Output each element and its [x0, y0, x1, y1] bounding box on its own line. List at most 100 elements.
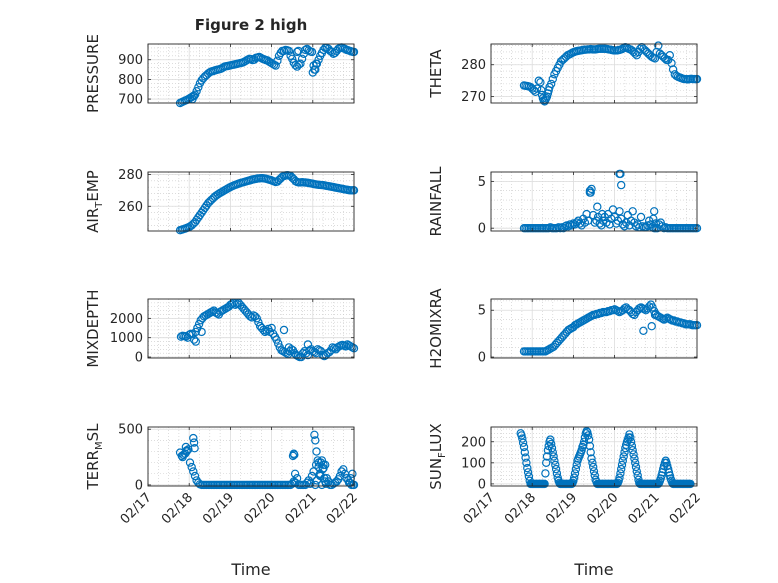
data-point [632, 467, 642, 476]
data-point [585, 441, 595, 451]
axes-box [147, 426, 355, 487]
y-tick-label: 0 [478, 351, 486, 366]
data-point [628, 446, 637, 455]
data-point [620, 222, 629, 231]
data-point [654, 41, 663, 50]
data-point [628, 207, 637, 216]
data-point [310, 430, 319, 439]
axes-box [147, 298, 355, 359]
axes-box [490, 298, 698, 359]
data-point [636, 212, 646, 222]
y-tick-label: 280 [118, 168, 143, 183]
y-tick-label: 500 [118, 423, 143, 438]
data-point [615, 207, 624, 216]
x-tick-label: 02/20 [241, 490, 278, 527]
y-axis-label: MIXDEPTH [84, 289, 102, 367]
data-point [540, 479, 549, 489]
data-point [536, 78, 545, 87]
axes-box [147, 171, 355, 232]
data-point [291, 60, 300, 70]
data-point [647, 322, 656, 331]
y-axis-label: H2OMIXRA [427, 288, 445, 369]
data-point [185, 458, 195, 467]
y-tick-label: 2000 [110, 312, 143, 327]
data-point [665, 51, 675, 60]
data-point [306, 479, 315, 488]
data-point [187, 462, 196, 472]
axes-box [490, 43, 698, 104]
data-point [339, 465, 348, 474]
y-axis-label: PRESSURE [84, 34, 102, 113]
data-point [184, 445, 193, 454]
subplot-rainfall: 0 5 RAINFALL [427, 166, 702, 237]
axes-box [490, 171, 698, 232]
data-point [589, 462, 598, 472]
data-point [586, 448, 595, 457]
y-tick-label: 270 [461, 90, 486, 105]
data-point [297, 54, 307, 64]
x-tick-label: 02/17 [118, 490, 155, 527]
data-point [518, 434, 527, 443]
x-tick-label: 02/21 [283, 490, 320, 527]
data-point [294, 46, 303, 56]
subplot-theta: 270 280 THETA [427, 41, 702, 106]
data-point [617, 180, 626, 190]
data-point [518, 438, 528, 447]
data-point [194, 83, 203, 92]
data-point [616, 469, 625, 478]
data-point [279, 46, 289, 56]
figure-title: Figure 2 high [195, 16, 308, 34]
data-point [290, 469, 300, 478]
data-point [570, 473, 579, 482]
data-point [650, 310, 660, 320]
data-point [534, 76, 544, 85]
data-point [271, 61, 280, 70]
data-point [547, 439, 556, 449]
data-point [189, 433, 198, 443]
x-tick-label: 02/21 [626, 490, 663, 527]
data-point [645, 302, 654, 311]
x-tick-label: 02/22 [667, 490, 704, 527]
series-markers [175, 170, 359, 235]
data-point [543, 446, 553, 455]
data-point [320, 474, 329, 483]
data-point [618, 456, 628, 465]
data-point [190, 444, 199, 453]
subplot-sun_flux: 02/17 02/18 02/19 02/20 02/21 02/22 0 100 200 SUN… [427, 423, 704, 527]
x-tick-label: 02/19 [200, 490, 237, 527]
data-point [303, 340, 313, 349]
subplot-air_temp: 260 280 AIRTEMP [84, 168, 359, 235]
y-tick-label: 200 [461, 435, 486, 450]
data-point [296, 59, 305, 68]
data-point [550, 456, 559, 465]
data-point [605, 220, 614, 229]
y-tick-label: 0 [135, 351, 143, 366]
data-point [617, 464, 626, 474]
data-point [189, 467, 198, 476]
data-point [650, 207, 659, 216]
data-point [522, 458, 531, 467]
data-point [191, 327, 200, 337]
x-tick-label: 02/20 [584, 490, 621, 527]
data-point [620, 304, 629, 313]
data-point [551, 464, 561, 474]
x-tick-label: 02/18 [159, 490, 196, 527]
data-point [523, 463, 532, 473]
data-point [547, 79, 556, 89]
x-tick-label: 02/18 [502, 490, 539, 527]
data-point [627, 441, 637, 451]
data-point [182, 446, 191, 455]
data-point [321, 479, 331, 488]
data-point [189, 438, 199, 447]
data-point [586, 188, 595, 197]
data-point [292, 47, 302, 57]
data-point [348, 469, 357, 478]
data-point [619, 452, 628, 461]
x-tick-label: 02/22 [324, 490, 361, 527]
data-point [631, 462, 641, 472]
data-point [589, 467, 599, 476]
data-point [521, 453, 530, 462]
data-point [588, 458, 597, 467]
data-point [579, 437, 589, 446]
